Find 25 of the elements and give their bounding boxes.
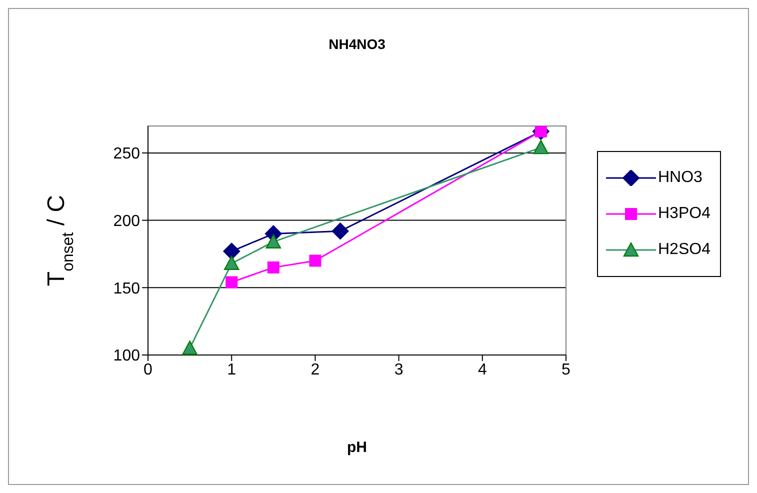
x-tick-label: 3 <box>394 361 404 378</box>
point <box>226 276 238 288</box>
y-tick-label: 100 <box>113 348 140 365</box>
legend-label: HNO3 <box>658 169 702 187</box>
legend-label: H3PO4 <box>658 205 710 223</box>
y-tick-label: 150 <box>113 280 140 298</box>
x-tick-label: 0 <box>144 361 153 378</box>
point <box>267 261 280 274</box>
point <box>332 222 349 240</box>
point <box>309 254 322 267</box>
point <box>223 242 240 260</box>
x-axis-title: pH <box>347 439 367 456</box>
legend-label: H2SO4 <box>658 241 710 259</box>
point <box>533 140 549 154</box>
x-tick-label: 5 <box>562 361 571 378</box>
point <box>266 234 281 248</box>
y-tick-label: 200 <box>113 212 140 230</box>
point <box>182 340 198 355</box>
y-tick-label: 250 <box>113 146 140 163</box>
point <box>534 126 547 138</box>
chart-title: NH4NO3 <box>328 36 386 52</box>
point <box>224 256 240 270</box>
x-tick-label: 2 <box>310 361 320 378</box>
x-tick-label: 4 <box>478 361 487 378</box>
x-tick-label: 1 <box>227 361 236 378</box>
